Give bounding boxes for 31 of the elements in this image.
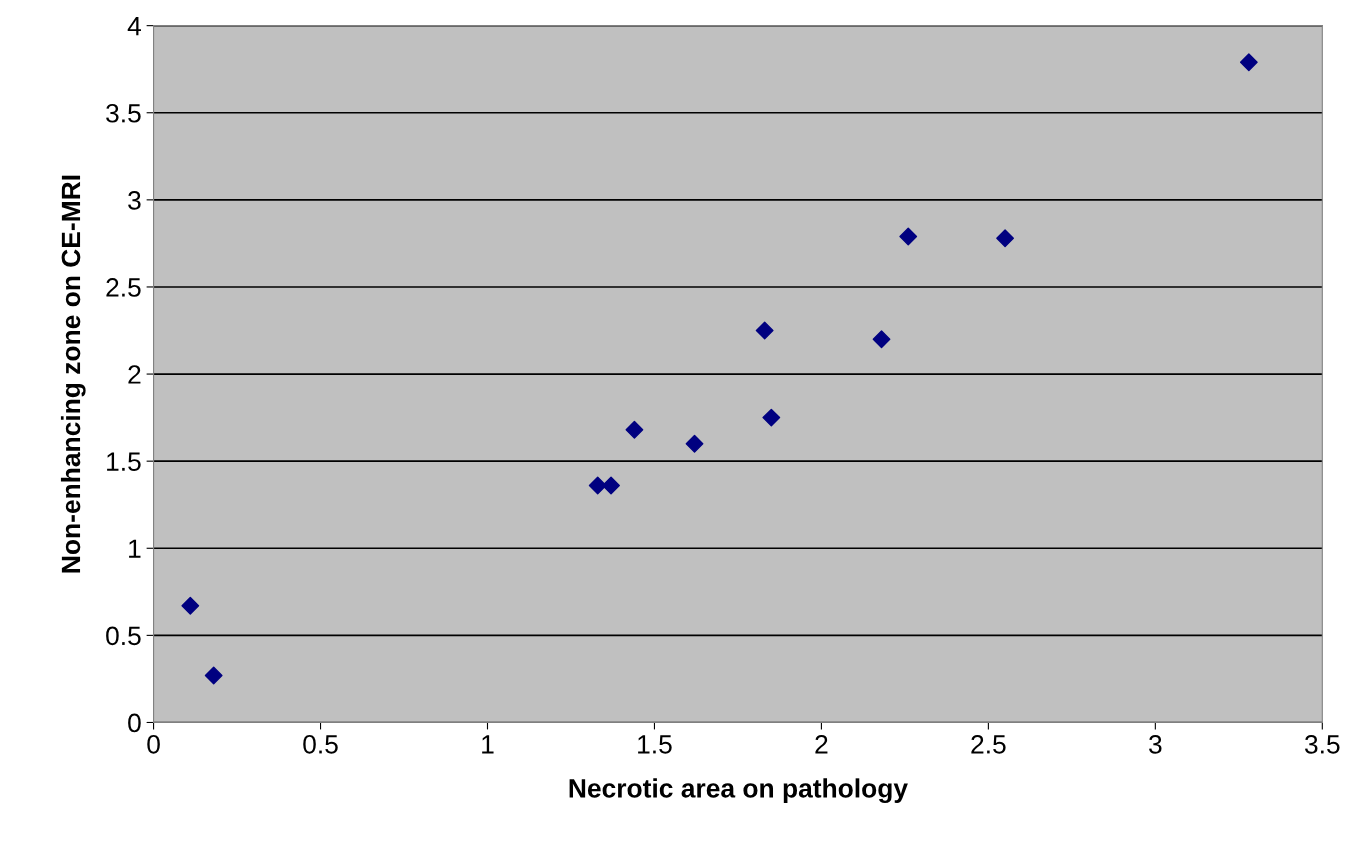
y-axis-title: Non-enhancing zone on CE-MRI — [60, 175, 86, 573]
point — [181, 596, 200, 615]
x-tick-label: 0 — [147, 734, 160, 754]
y-tick-label: 0 — [128, 713, 141, 733]
point — [204, 666, 223, 685]
x-tick-label: 3 — [1149, 734, 1162, 754]
y-tick-label: 3 — [128, 190, 141, 210]
y-tick-label: 4 — [127, 17, 141, 36]
x-tick-label: 1.5 — [638, 735, 672, 754]
y-tick-label: 2.5 — [106, 278, 141, 297]
point — [602, 476, 620, 495]
point — [762, 408, 781, 427]
point — [872, 330, 891, 349]
x-tick-label: 3.5 — [1304, 734, 1340, 754]
y-tick-label: 0.5 — [106, 626, 141, 646]
x-tick-label: 0.5 — [303, 734, 338, 754]
y-tick-label: 3.5 — [106, 103, 141, 123]
x-tick-label: 2.5 — [971, 734, 1006, 754]
point — [996, 229, 1014, 248]
point — [625, 420, 644, 439]
point — [1239, 53, 1258, 72]
y-tick-label: 2 — [128, 365, 141, 384]
x-axis-title: Necrotic area on pathology — [569, 778, 908, 804]
x-tick-label: 1 — [482, 735, 494, 754]
point — [899, 227, 918, 246]
y-tick-label: 1.5 — [107, 452, 141, 471]
point — [588, 476, 607, 495]
y-tick-label: 1 — [129, 539, 141, 558]
point — [685, 434, 704, 453]
point — [755, 321, 774, 340]
x-tick-label: 2 — [815, 734, 828, 754]
